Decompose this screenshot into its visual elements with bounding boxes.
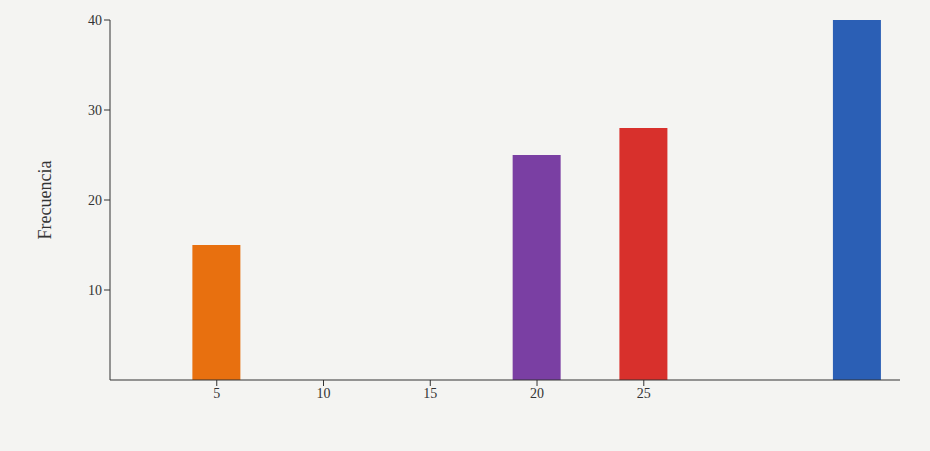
svg-text:Frecuencia: Frecuencia bbox=[35, 161, 55, 240]
svg-text:10: 10 bbox=[317, 386, 331, 401]
svg-text:40: 40 bbox=[88, 13, 102, 28]
svg-text:15: 15 bbox=[423, 386, 437, 401]
svg-text:20: 20 bbox=[88, 193, 102, 208]
svg-text:5: 5 bbox=[213, 386, 220, 401]
svg-text:20: 20 bbox=[530, 386, 544, 401]
svg-text:10: 10 bbox=[88, 283, 102, 298]
svg-text:30: 30 bbox=[88, 103, 102, 118]
svg-text:25: 25 bbox=[637, 386, 651, 401]
